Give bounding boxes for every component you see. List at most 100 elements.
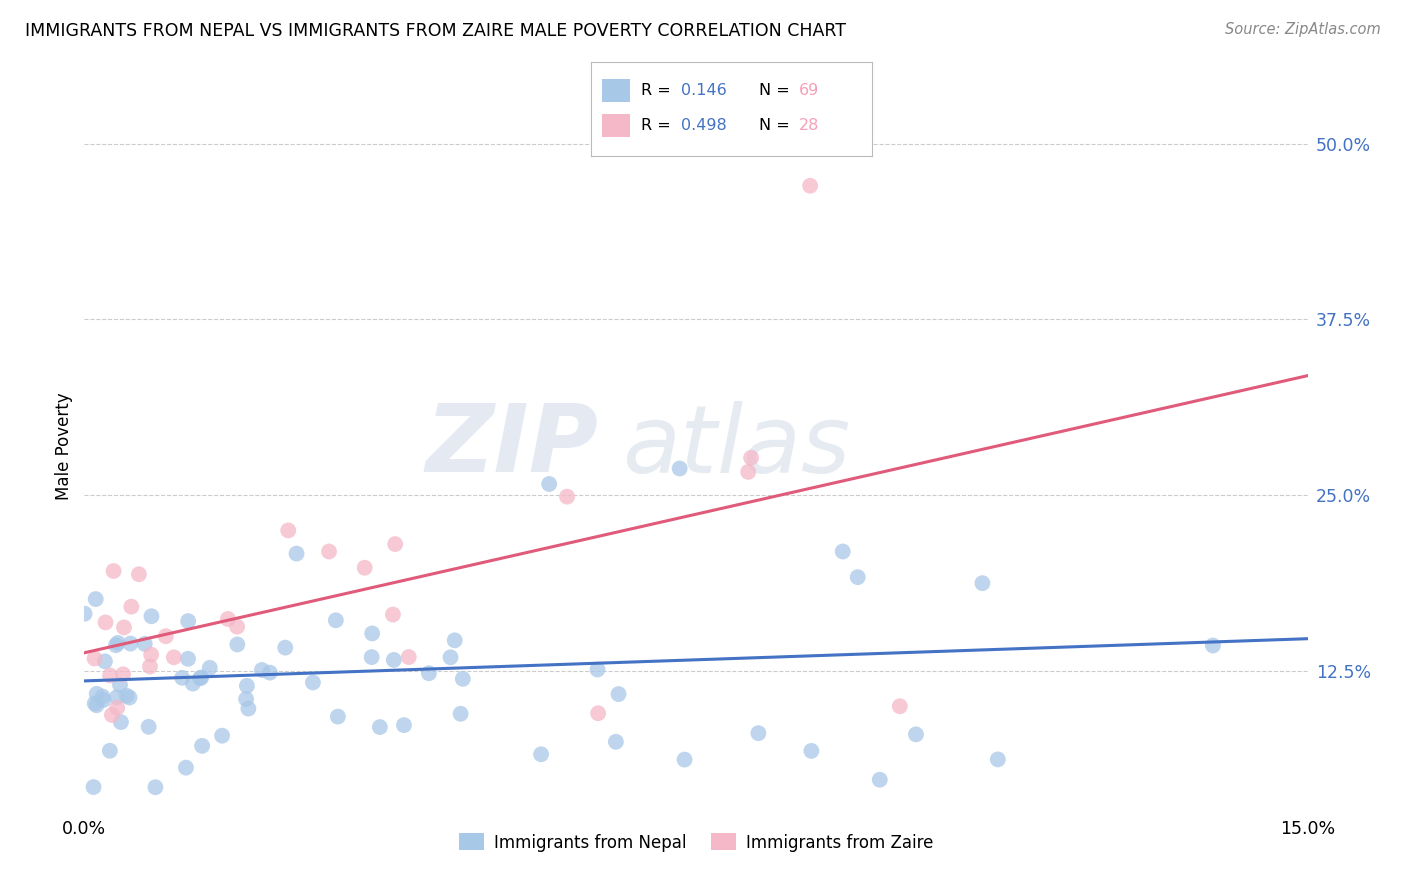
Point — [138, 720, 160, 734]
Point — [141, 609, 163, 624]
Point — [418, 666, 440, 681]
Point — [326, 709, 349, 723]
Point — [217, 612, 239, 626]
Point — [846, 570, 869, 584]
Point — [115, 689, 138, 703]
Text: R =: R = — [641, 118, 671, 133]
Point — [668, 461, 690, 475]
Text: 69: 69 — [799, 83, 818, 97]
Point — [120, 637, 142, 651]
Point — [869, 772, 891, 787]
Point — [94, 654, 117, 668]
FancyBboxPatch shape — [602, 114, 630, 137]
Point — [302, 675, 325, 690]
Point — [1202, 639, 1225, 653]
Point — [274, 640, 297, 655]
Point — [586, 706, 609, 721]
Text: N =: N = — [759, 83, 790, 97]
Text: 0.498: 0.498 — [681, 118, 727, 133]
Point — [799, 178, 821, 193]
Point — [904, 727, 927, 741]
Point — [120, 599, 142, 614]
Text: 0.146: 0.146 — [681, 83, 727, 97]
Point — [250, 663, 273, 677]
Text: IMMIGRANTS FROM NEPAL VS IMMIGRANTS FROM ZAIRE MALE POVERTY CORRELATION CHART: IMMIGRANTS FROM NEPAL VS IMMIGRANTS FROM… — [25, 22, 846, 40]
Point — [98, 744, 121, 758]
Point — [226, 620, 249, 634]
Point — [172, 671, 194, 685]
Point — [889, 699, 911, 714]
Point — [98, 668, 121, 682]
Point — [93, 693, 115, 707]
Point — [139, 659, 162, 673]
Point — [190, 671, 212, 685]
Point — [368, 720, 391, 734]
Point — [91, 690, 114, 704]
Point — [450, 706, 472, 721]
Point — [110, 715, 132, 730]
Point — [972, 576, 994, 591]
Point — [108, 678, 131, 692]
Point — [607, 687, 630, 701]
Point — [555, 490, 578, 504]
Point — [384, 537, 406, 551]
Point — [530, 747, 553, 762]
Point — [318, 544, 340, 558]
Point — [226, 637, 249, 651]
Point — [235, 692, 257, 706]
Point — [382, 653, 405, 667]
FancyBboxPatch shape — [602, 78, 630, 103]
Point — [145, 780, 167, 795]
Text: N =: N = — [759, 118, 790, 133]
Point — [443, 633, 465, 648]
Point — [211, 729, 233, 743]
Point — [105, 690, 128, 705]
Point — [177, 652, 200, 666]
Point — [83, 780, 105, 794]
Point — [188, 671, 211, 685]
Point — [392, 718, 415, 732]
Point — [737, 465, 759, 479]
Point — [325, 613, 347, 627]
Point — [94, 615, 117, 630]
Point — [740, 450, 762, 465]
Point — [277, 524, 299, 538]
Point — [73, 607, 96, 621]
Point — [104, 638, 127, 652]
Point — [451, 672, 474, 686]
Point — [107, 636, 129, 650]
Point — [586, 663, 609, 677]
Point — [673, 753, 696, 767]
Point — [353, 560, 375, 574]
Point — [238, 701, 260, 715]
Point — [605, 735, 627, 749]
Point — [103, 564, 125, 578]
Point — [141, 648, 163, 662]
Point — [101, 708, 124, 723]
Point — [112, 620, 135, 634]
Point — [236, 679, 259, 693]
Point — [86, 687, 108, 701]
Point — [987, 752, 1010, 766]
Point — [83, 651, 105, 665]
Point — [112, 667, 135, 681]
Point — [360, 650, 382, 665]
Point — [118, 690, 141, 705]
Y-axis label: Male Poverty: Male Poverty — [55, 392, 73, 500]
Point — [128, 567, 150, 582]
Point — [285, 547, 308, 561]
Text: Source: ZipAtlas.com: Source: ZipAtlas.com — [1225, 22, 1381, 37]
Point — [439, 650, 461, 665]
Text: atlas: atlas — [623, 401, 851, 491]
Text: ZIP: ZIP — [425, 400, 598, 492]
Point — [198, 661, 221, 675]
Point — [84, 592, 107, 607]
Text: R =: R = — [641, 83, 671, 97]
Point — [191, 739, 214, 753]
Point — [181, 676, 204, 690]
Point — [398, 650, 420, 665]
Text: 28: 28 — [799, 118, 818, 133]
Point — [134, 637, 156, 651]
Point — [800, 744, 823, 758]
Point — [361, 626, 384, 640]
